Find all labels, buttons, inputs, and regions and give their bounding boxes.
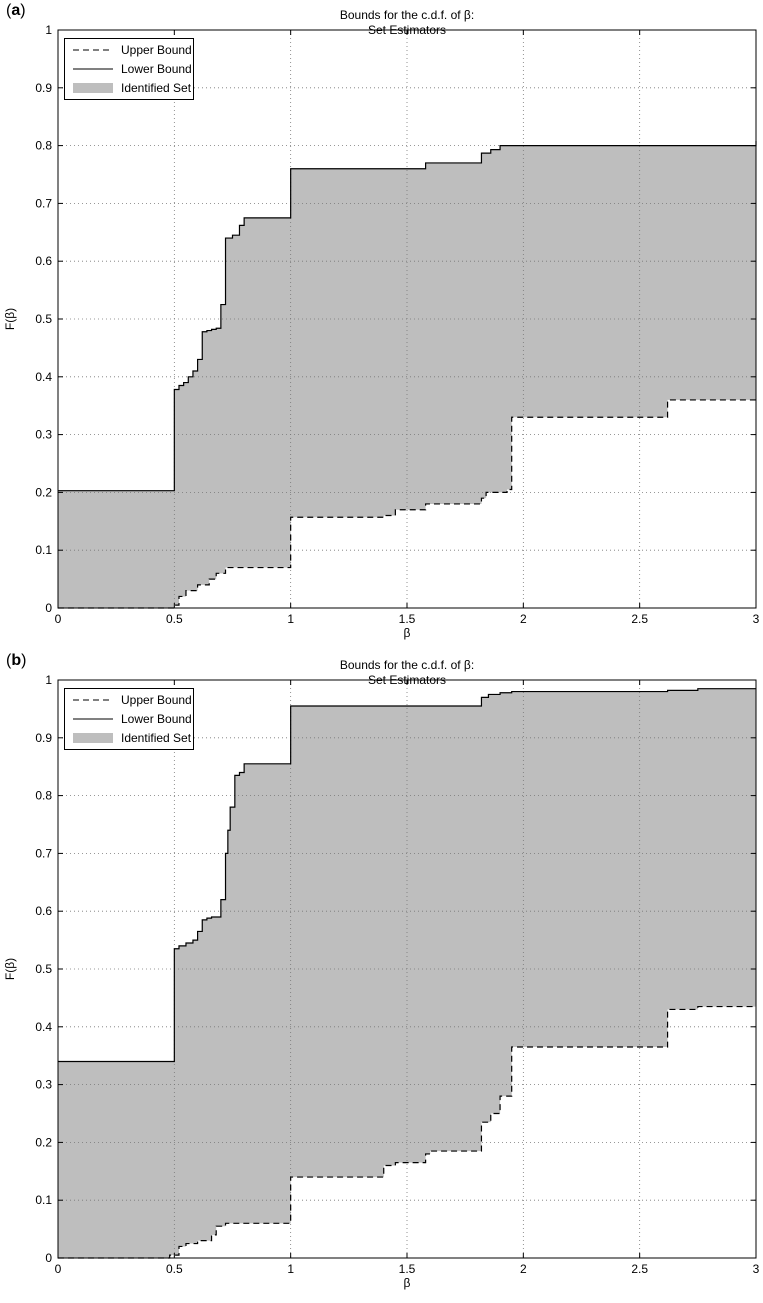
legend-item-upper-bound: Upper Bound	[71, 42, 192, 58]
x-axis-label: β	[404, 1276, 411, 1290]
y-tick-label: 0.5	[35, 312, 52, 326]
y-tick-label: 0.1	[35, 543, 52, 557]
legend-item-upper-bound: Upper Bound	[71, 692, 192, 708]
panel-a: (a) Bounds for the c.d.f. of β: Set Esti…	[0, 0, 763, 650]
x-tick-label: 2.5	[631, 612, 648, 626]
y-tick-label: 0	[45, 601, 52, 615]
legend-item-identified-set: Identified Set	[71, 730, 191, 746]
legend-label: Upper Bound	[121, 693, 192, 707]
x-tick-label: 2.5	[631, 1262, 648, 1276]
legend-solid-line-swatch	[73, 718, 113, 720]
y-tick-label: 0.8	[35, 139, 52, 153]
legend-label: Upper Bound	[121, 43, 192, 57]
x-tick-label: 3	[753, 1262, 760, 1276]
legend-label: Identified Set	[121, 81, 192, 95]
x-tick-label: 2	[520, 612, 527, 626]
y-tick-label: 0.9	[35, 731, 52, 745]
y-tick-label: 0.4	[35, 1020, 52, 1034]
x-tick-label: 1.5	[399, 1262, 416, 1276]
y-tick-label: 0.9	[35, 81, 52, 95]
legend-fill-swatch	[73, 83, 113, 93]
legend-label: Lower Bound	[121, 62, 192, 76]
legend-fill-swatch	[73, 733, 113, 743]
chart-title-line-1: Bounds for the c.d.f. of β:	[339, 8, 475, 22]
chart-plot-a: 0 0.5 1 1.5 2 2.5 3 0 0.1 0.2 0.3 0.4 0.5 0.6 0.7 0.8 0.…	[3, 23, 760, 640]
panel-b: (b) Bounds for the c.d.f. of β: Set Esti…	[0, 650, 763, 1300]
legend-item-lower-bound: Lower Bound	[71, 61, 192, 77]
y-tick-label: 0	[45, 1251, 52, 1265]
x-tick-label: 3	[753, 612, 760, 626]
legend-label: Lower Bound	[121, 712, 192, 726]
y-tick-label: 0.1	[35, 1193, 52, 1207]
panel-label: (a)	[6, 2, 26, 19]
chart-plot-b: 0 0.5 1 1.5 2 2.5 3 0 0.1 0.2 0.3 0.4 0.5 0.6 0.7 0.8 0.…	[3, 673, 760, 1290]
legend-label: Identified Set	[121, 731, 192, 745]
x-tick-label: 1	[287, 1262, 294, 1276]
x-axis-label: β	[404, 626, 411, 640]
upper-bound-line	[58, 1005, 756, 1259]
legend-item-identified-set: Identified Set	[71, 80, 191, 96]
identified-set-area	[58, 688, 756, 1258]
y-tick-label: 0.7	[35, 846, 52, 860]
legend-dashed-line-swatch	[73, 699, 113, 701]
y-tick-label: 0.6	[35, 904, 52, 918]
upper-bound-line	[58, 399, 756, 609]
x-tick-label: 0.5	[166, 612, 183, 626]
y-tick-label: 0.6	[35, 254, 52, 268]
legend: Upper Bound Lower Bound Identified Set	[64, 688, 194, 750]
y-tick-label: 0.2	[35, 485, 52, 499]
x-tick-label: 0	[55, 1262, 62, 1276]
chart-title-line-1: Bounds for the c.d.f. of β:	[339, 658, 475, 672]
y-tick-label: 0.5	[35, 962, 52, 976]
y-tick-label: 0.2	[35, 1135, 52, 1149]
panel-label: (b)	[6, 652, 27, 669]
y-tick-label: 0.7	[35, 196, 52, 210]
y-tick-label: 0.8	[35, 789, 52, 803]
x-tick-label: 0.5	[166, 1262, 183, 1276]
x-tick-label: 0	[55, 612, 62, 626]
legend-item-lower-bound: Lower Bound	[71, 711, 192, 727]
y-axis-label: F(β)	[3, 958, 17, 980]
legend-dashed-line-swatch	[73, 49, 113, 51]
y-tick-label: 0.4	[35, 370, 52, 384]
y-tick-label: 0.3	[35, 428, 52, 442]
x-tick-label: 1.5	[399, 612, 416, 626]
y-tick-label: 1	[45, 23, 52, 37]
lower-bound-line	[58, 688, 756, 1063]
legend: Upper Bound Lower Bound Identified Set	[64, 38, 194, 100]
x-tick-label: 1	[287, 612, 294, 626]
legend-solid-line-swatch	[73, 68, 113, 70]
y-axis-label: F(β)	[3, 308, 17, 330]
y-tick-label: 1	[45, 673, 52, 687]
lower-bound-line	[58, 140, 757, 492]
chart-title: Bounds for the c.d.f. of β: Set Estimato…	[58, 8, 756, 38]
x-tick-label: 2	[520, 1262, 527, 1276]
y-tick-label: 0.3	[35, 1078, 52, 1092]
